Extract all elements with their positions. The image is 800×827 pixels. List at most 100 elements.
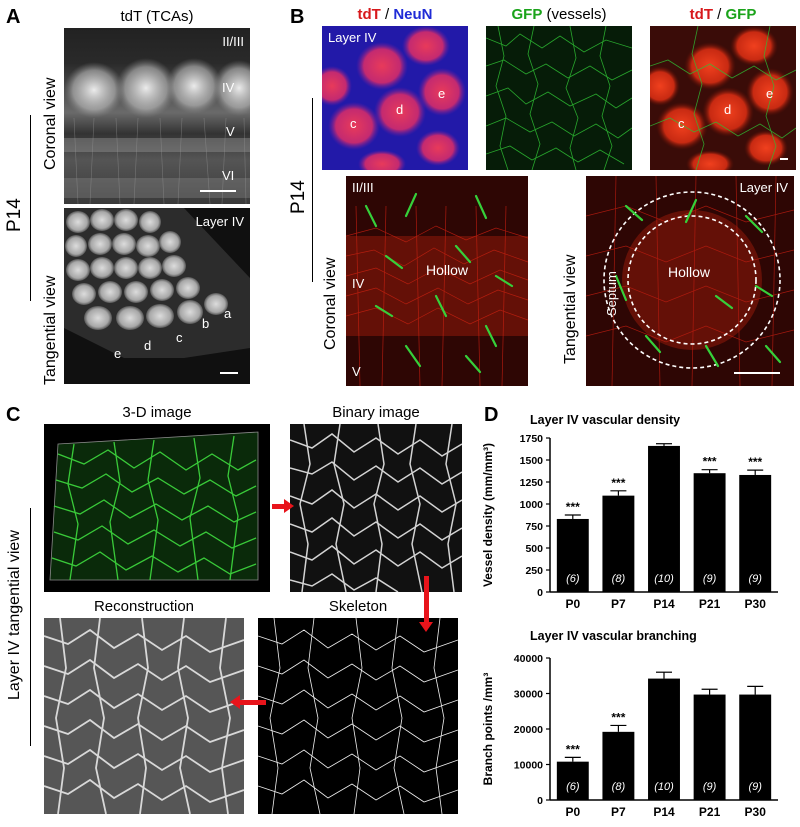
c-skeleton-image bbox=[258, 618, 458, 814]
chart-1-significance: *** bbox=[611, 710, 625, 724]
chart-0-ytick-label: 1750 bbox=[520, 433, 544, 445]
panel-d-charts: Layer IV vascular density Vessel density … bbox=[481, 413, 778, 819]
chart-0-ytick-label: 1000 bbox=[520, 499, 544, 511]
b-title-tdt: tdT bbox=[357, 6, 381, 23]
chart-0-bar bbox=[693, 473, 726, 592]
panel-label-c: C bbox=[6, 404, 21, 426]
c-title-binary: Binary image bbox=[332, 404, 420, 421]
tangential-merge-image: Layer IV Hollow Septum bbox=[586, 176, 794, 386]
b-coronal-hollow: Hollow bbox=[426, 262, 469, 278]
chart-0-bar bbox=[602, 495, 635, 592]
chart-1-significance: *** bbox=[566, 742, 580, 756]
chart-1-category-label: P30 bbox=[745, 805, 767, 819]
coronal-merge-image: II/III IV V Hollow bbox=[346, 176, 528, 386]
chart-1-category-label: P21 bbox=[699, 805, 721, 819]
b-title-gfp-vessels: GFP (vessels) bbox=[486, 6, 632, 23]
chart-0-ytick-label: 1500 bbox=[520, 455, 544, 467]
chart-0-ytick-label: 1250 bbox=[520, 477, 544, 489]
c-title-skeleton: Skeleton bbox=[328, 598, 388, 615]
chart-0-n-label: (6) bbox=[566, 573, 580, 585]
chart-1-ylabel: Branch points /mm³ bbox=[481, 673, 495, 786]
age-bracket-line-a bbox=[30, 115, 31, 301]
chart-0-ytick-label: 500 bbox=[525, 543, 543, 555]
arrow-binary-to-skeleton-shaft bbox=[424, 576, 429, 626]
chart-0-category-label: P30 bbox=[745, 597, 767, 611]
chart-0-significance: *** bbox=[611, 476, 625, 490]
chart-1-n-label: (9) bbox=[703, 781, 717, 793]
chart-1-bar bbox=[648, 678, 680, 800]
layer-label-ii-iii: II/III bbox=[222, 34, 244, 49]
chart-0-n-label: (9) bbox=[703, 573, 717, 585]
b-coronal-layer-ii-iii: II/III bbox=[352, 180, 374, 195]
b-title-tdt-gfp: tdT / GFP bbox=[650, 6, 796, 23]
chart-0-category-label: P21 bbox=[699, 597, 721, 611]
age-bracket-line-b bbox=[312, 98, 313, 282]
b-title-tdt-neun: tdT / NeuN bbox=[322, 6, 468, 23]
chart-1-n-label: (9) bbox=[748, 781, 762, 793]
chart-1-bar bbox=[693, 694, 726, 800]
chart-1-n-label: (6) bbox=[566, 781, 580, 793]
chart-1-category-label: P0 bbox=[565, 805, 580, 819]
b-barrel-c: c bbox=[350, 116, 357, 131]
arrow-skeleton-to-reconstruction-shaft bbox=[238, 700, 266, 705]
c-reconstruction-image bbox=[44, 618, 244, 814]
b-title-neun: NeuN bbox=[393, 6, 433, 23]
barrel-label-e: e bbox=[114, 346, 122, 361]
chart-0-bar bbox=[648, 445, 680, 592]
b-title-tdt-2: tdT bbox=[689, 6, 713, 23]
c-side-label: Layer IV tangential view bbox=[6, 530, 23, 700]
b-barrel-e: e bbox=[438, 86, 446, 101]
age-label-a: P14 bbox=[4, 198, 25, 232]
barrel-label-a: a bbox=[224, 306, 232, 321]
b-merge-barrel-d: d bbox=[724, 102, 732, 117]
chart-1-title: Layer IV vascular branching bbox=[530, 629, 697, 643]
chart-1-ytick-label: 40000 bbox=[514, 653, 543, 665]
b-coronal-layer-iv: IV bbox=[352, 276, 365, 291]
tangential-view-label-a: Tangential view bbox=[42, 275, 59, 385]
chart-0-bar bbox=[739, 474, 772, 592]
chart-0-significance: *** bbox=[566, 500, 580, 514]
chart-0-ytick-label: 0 bbox=[537, 587, 543, 599]
chart-0-title: Layer IV vascular density bbox=[530, 413, 680, 427]
chart-1-bar bbox=[602, 731, 635, 800]
chart-0-ytick-label: 250 bbox=[525, 565, 543, 577]
b-merge-barrel-c: c bbox=[678, 116, 685, 131]
c-3d-image bbox=[44, 424, 270, 592]
chart-1-category-label: P7 bbox=[611, 805, 626, 819]
arrow-binary-to-skeleton-head bbox=[419, 622, 433, 632]
chart-1-ytick-label: 30000 bbox=[514, 689, 543, 701]
b-layer-iv-label: Layer IV bbox=[328, 30, 377, 45]
c-binary-image bbox=[290, 424, 462, 592]
chart-0-category-label: P14 bbox=[653, 597, 675, 611]
age-label-b: P14 bbox=[288, 180, 309, 214]
coronal-view-label-b: Coronal view bbox=[322, 257, 339, 350]
chart-0-category-label: P0 bbox=[565, 597, 580, 611]
layer-label-vi: VI bbox=[222, 168, 235, 183]
layer-iv-label: Layer IV bbox=[195, 214, 244, 229]
chart-0-category-label: P7 bbox=[611, 597, 626, 611]
chart-1-ytick-label: 0 bbox=[537, 795, 543, 807]
arrow-3d-to-binary-shaft bbox=[272, 504, 288, 509]
chart-1-category-label: P14 bbox=[653, 805, 675, 819]
layer-label-v: V bbox=[226, 124, 235, 139]
c-title-3d: 3-D image bbox=[122, 404, 192, 421]
b-title-sep3: / bbox=[712, 6, 726, 23]
c-side-bracket-line bbox=[30, 508, 31, 746]
panel-label-b: B bbox=[290, 6, 305, 28]
chart-0-ytick-label: 750 bbox=[525, 521, 543, 533]
chart-0-significance: *** bbox=[703, 455, 717, 469]
tangential-view-label-b: Tangential view bbox=[562, 254, 579, 364]
b-title-vessels: (vessels) bbox=[542, 6, 607, 23]
b-title-sep1: / bbox=[380, 6, 394, 23]
arrow-3d-to-binary-head bbox=[284, 499, 294, 513]
chart-1-n-label: (8) bbox=[612, 781, 626, 793]
coronal-tct-image: II/III IV V VI bbox=[64, 28, 250, 204]
tangential-tct-image: Layer IV a b c d e bbox=[64, 208, 250, 384]
coronal-view-label-a: Coronal view bbox=[42, 77, 59, 170]
chart-1-bar bbox=[556, 761, 589, 800]
b-title-gfp: GFP bbox=[511, 6, 543, 23]
layer-label-iv: IV bbox=[222, 80, 235, 95]
barrel-label-b: b bbox=[202, 316, 210, 331]
chart-1-ytick-label: 10000 bbox=[514, 760, 543, 772]
chart-0-significance: *** bbox=[748, 455, 762, 469]
